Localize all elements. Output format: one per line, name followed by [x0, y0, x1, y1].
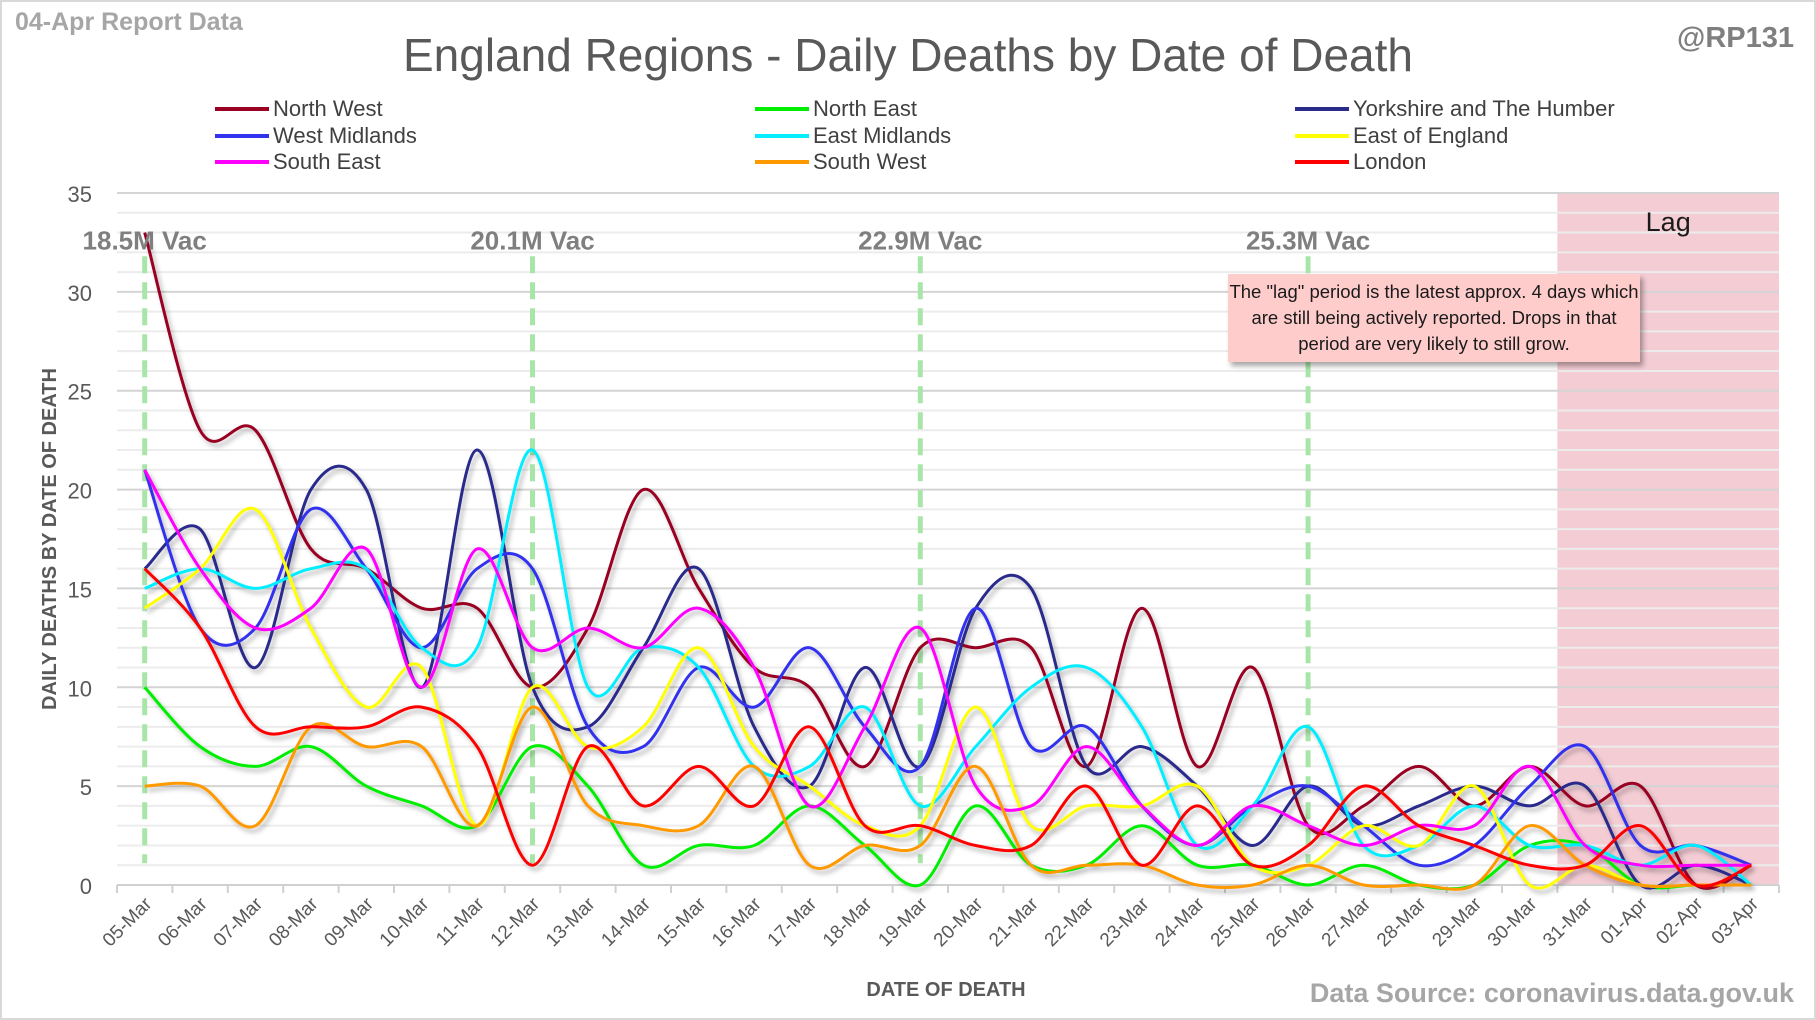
y-tick-label: 25	[68, 380, 92, 405]
legend-swatch	[755, 160, 809, 164]
x-tick-label: 01-Apr	[1597, 893, 1653, 949]
x-tick-label: 14-Mar	[597, 893, 655, 951]
x-tick-label: 24-Mar	[1151, 893, 1209, 951]
legend-swatch	[215, 107, 269, 111]
x-tick-label: 07-Mar	[210, 893, 268, 951]
x-tick-label: 20-Mar	[930, 893, 988, 951]
series-line-east-of-england	[143, 506, 1752, 890]
x-tick-label: 31-Mar	[1539, 893, 1597, 951]
y-tick-label: 0	[80, 874, 92, 899]
author-handle: @RP131	[1677, 22, 1794, 54]
legend-item: West Midlands	[215, 123, 417, 149]
y-tick-label: 5	[80, 775, 92, 800]
legend-label: London	[1353, 149, 1427, 174]
series-line-north-west	[143, 232, 1752, 890]
series-line-east-midlands	[144, 448, 1753, 887]
legend-item: North East	[755, 96, 917, 122]
x-tick-label: 11-Mar	[432, 893, 489, 950]
x-tick-label: 08-Mar	[265, 893, 323, 951]
legend-swatch	[215, 133, 269, 138]
series-line-yorkshire-and-the-humber	[143, 448, 1752, 890]
legend-label: East of England	[1353, 122, 1509, 148]
x-tick-label: 16-Mar	[708, 893, 766, 951]
report-date-label: 04-Apr Report Data	[15, 8, 243, 36]
legend: North West North East Yorkshire and The Hu…	[0, 96, 1816, 186]
x-tick-label: 02-Apr	[1652, 893, 1708, 949]
x-tick-label: 30-Mar	[1484, 893, 1542, 951]
lag-note: The "lag" period is the latest approx. 4…	[1228, 274, 1640, 362]
legend-swatch	[1295, 133, 1349, 138]
legend-label: West Midlands	[273, 122, 417, 148]
vaccination-marker-label: 25.3M Vac	[1246, 225, 1370, 255]
x-tick-label: 21-Mar	[985, 893, 1043, 951]
x-tick-label: 06-Mar	[154, 893, 212, 951]
y-tick-label: 30	[68, 281, 92, 306]
series-line-london	[143, 567, 1752, 888]
legend-item: London	[1295, 149, 1426, 175]
legend-item: North West	[215, 96, 383, 122]
x-tick-label: 12-Mar	[487, 893, 545, 951]
legend-swatch	[215, 160, 269, 164]
y-tick-label: 20	[68, 479, 92, 504]
y-tick-label: 15	[68, 577, 92, 602]
legend-item: South East	[215, 149, 381, 175]
legend-swatch	[755, 107, 809, 111]
legend-label: North West	[273, 96, 383, 121]
x-tick-label: 05-Mar	[99, 893, 157, 951]
vaccination-marker-label: 20.1M Vac	[470, 225, 594, 255]
series-line-south-west	[144, 705, 1752, 891]
x-tick-label: 25-Mar	[1207, 893, 1265, 951]
x-tick-label: 28-Mar	[1373, 893, 1431, 951]
chart-title: England Regions - Daily Deaths by Date o…	[402, 29, 1413, 81]
y-axis-title: DAILY DEATHS BY DATE OF DEATH	[39, 368, 61, 710]
legend-label: Yorkshire and The Humber	[1353, 96, 1615, 121]
x-tick-label: 09-Mar	[320, 893, 378, 951]
legend-swatch	[1295, 107, 1349, 111]
legend-item: East of England	[1295, 123, 1508, 149]
x-tick-label: 19-Mar	[874, 893, 932, 951]
x-tick-label: 27-Mar	[1318, 893, 1376, 951]
legend-item: Yorkshire and The Humber	[1295, 96, 1615, 122]
legend-swatch	[755, 133, 809, 138]
legend-label: East Midlands	[813, 122, 952, 148]
x-tick-label: 17-Mar	[764, 893, 822, 951]
legend-swatch	[1295, 160, 1349, 164]
legend-label: South West	[813, 149, 927, 174]
lag-label: Lag	[1646, 207, 1691, 237]
data-source: Data Source: coronavirus.data.gov.uk	[1309, 978, 1794, 1008]
y-tick-label: 10	[68, 676, 92, 701]
legend-item: East Midlands	[755, 123, 951, 149]
x-axis-title: DATE OF DEATH	[866, 979, 1025, 1001]
x-tick-label: 22-Mar	[1041, 893, 1099, 951]
x-tick-label: 29-Mar	[1428, 893, 1486, 951]
x-tick-label: 26-Mar	[1262, 893, 1320, 951]
x-tick-label: 23-Mar	[1096, 893, 1154, 951]
x-tick-label: 15-Mar	[653, 893, 711, 951]
legend-label: North East	[813, 96, 917, 121]
vaccination-marker-label: 18.5M Vac	[83, 225, 207, 255]
x-tick-label: 10-Mar	[376, 893, 434, 951]
x-tick-label: 18-Mar	[819, 893, 877, 951]
vaccination-marker-label: 22.9M Vac	[858, 225, 982, 255]
legend-item: South West	[755, 149, 926, 175]
x-tick-label: 03-Apr	[1708, 893, 1764, 949]
y-tick-label: 35	[68, 182, 92, 207]
series-line-south-east	[143, 469, 1752, 869]
legend-label: South East	[273, 149, 381, 174]
x-tick-label: 13-Mar	[542, 893, 600, 951]
